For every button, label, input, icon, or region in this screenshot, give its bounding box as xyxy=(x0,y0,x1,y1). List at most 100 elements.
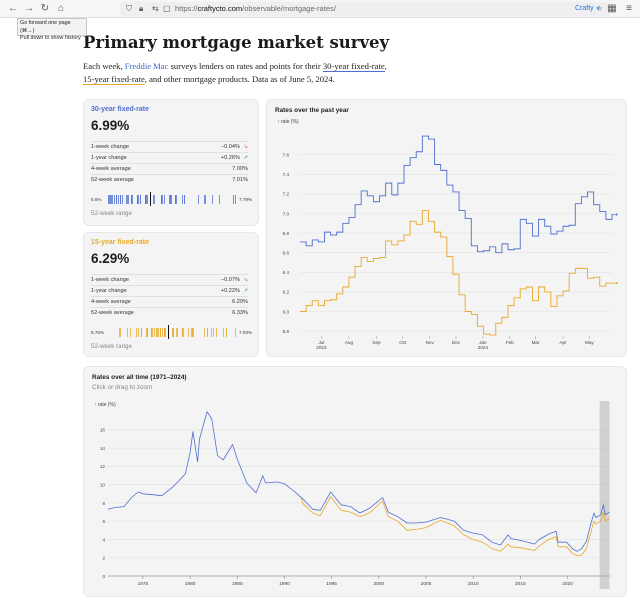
freddie-mac-link[interactable]: Freddie Mac xyxy=(124,61,169,71)
range-tick xyxy=(126,195,128,204)
range-max-label: 7.79% xyxy=(239,197,253,202)
range-tick xyxy=(212,328,214,337)
url-text[interactable]: https://craftycto.com/observable/mortgag… xyxy=(175,2,336,16)
browser-toolbar: ← → ↻ ⌂ ⛉ 🔒︎ ⇆ ▢ https://craftycto.com/o… xyxy=(0,0,640,18)
range-tick xyxy=(130,328,132,337)
card-title: 30-year fixed-rate xyxy=(91,106,149,113)
intro-30-year: 30-year fixed-rate xyxy=(322,61,385,72)
y-axis-label: ↑ rate (%) xyxy=(277,119,299,125)
forward-icon[interactable]: → xyxy=(24,3,34,14)
series-line-30-year xyxy=(300,135,615,254)
series-line-15-year xyxy=(300,210,615,336)
stat-value: −0.04% xyxy=(220,144,240,150)
range-tick xyxy=(111,195,113,204)
x-tick-label: 1990 xyxy=(279,581,290,587)
lock-icon[interactable]: 🔒︎ xyxy=(139,4,144,13)
y-tick-label: 6.2 xyxy=(283,290,290,295)
stat-row: 4-week average 6.29% xyxy=(91,296,248,307)
series-line-15-year xyxy=(300,496,610,557)
range-tick xyxy=(119,195,121,204)
stat-value: 7.01% xyxy=(232,177,248,183)
range-tick xyxy=(215,328,217,337)
intro-paragraph: Each week, Freddie Mac surveys lenders o… xyxy=(83,60,388,85)
x-tick-label: 2010 xyxy=(468,581,479,587)
rate-card-15-year: 15-year fixed-rate 6.29% 1-week change −0… xyxy=(83,232,259,357)
past-year-chart[interactable]: ↑ rate (%) 5.8 6.0 6.2 6.4 6.6 6.8 7.0 7.2 7.4 7.6… xyxy=(267,100,628,358)
x-tick-label: 2005 xyxy=(421,581,432,587)
x-tick-label: Feb xyxy=(506,340,514,345)
stat-row: 1-week change −0.07% ↘ xyxy=(91,274,248,285)
range-max-label: 7.03% xyxy=(239,330,253,335)
y-tick-label: 12 xyxy=(100,464,106,469)
range-tick xyxy=(114,195,116,204)
shield-icon[interactable]: ⛉ xyxy=(126,4,132,13)
chart-subtitle: Click or drag to zoom xyxy=(92,384,153,391)
tracking-icon[interactable]: ⇆ xyxy=(152,4,159,13)
menu-icon[interactable]: ≡ xyxy=(626,3,632,14)
range-tick xyxy=(146,328,148,337)
range-tick xyxy=(232,195,234,204)
extensions-icon[interactable]: ▦ xyxy=(607,3,617,14)
range-tick xyxy=(161,195,163,204)
intro-text-4: , and other mortgage products. Data as o… xyxy=(144,73,335,84)
url-path: /observable/mortgage-rates/ xyxy=(242,4,336,13)
chart-title: Rates over the past year xyxy=(275,107,349,114)
x-tick-label: Mar xyxy=(532,340,540,345)
range-tick xyxy=(204,195,206,204)
all-time-chart[interactable]: ↑ rate (%) 0 2 4 6 8 10 12 14 16 1975 1980 1985 1990 1… xyxy=(84,367,628,598)
y-axis-label: ↑ rate (%) xyxy=(94,402,116,408)
range-tick xyxy=(153,195,155,204)
range-tick xyxy=(160,195,162,204)
zoom-selection xyxy=(599,401,610,589)
page-title: Primary mortgage market survey xyxy=(83,33,390,52)
address-bar[interactable]: ⛉ 🔒︎ ⇆ ▢ https://craftycto.com/observabl… xyxy=(120,2,610,16)
range-tick xyxy=(235,195,236,204)
stat-value: +0.26% xyxy=(220,155,240,161)
range-tick xyxy=(184,195,186,204)
range-tick xyxy=(198,195,200,204)
x-tick-label: Apr xyxy=(559,340,567,345)
range-tick xyxy=(110,195,112,204)
range-tick xyxy=(112,195,114,204)
x-tick-label: May xyxy=(585,340,594,345)
x-tick-label: 2000 xyxy=(373,581,384,587)
tooltip: Go forward one page (⌘→) Pull down to sh… xyxy=(17,18,87,41)
bookmark-icon[interactable]: ☆ xyxy=(596,4,604,13)
range-tick xyxy=(144,195,146,204)
stat-label: 52-week average xyxy=(91,310,134,316)
series-end-point xyxy=(615,213,618,216)
range-tick xyxy=(173,328,175,337)
back-icon[interactable]: ← xyxy=(8,3,18,14)
x-tick-label: 2015 xyxy=(515,581,526,587)
range-tick xyxy=(146,195,148,204)
home-icon[interactable]: ⌂ xyxy=(57,3,65,14)
x-tick-label: Sep xyxy=(372,340,381,345)
stat-row: 4-week average 7.00% xyxy=(91,163,248,174)
stat-label: 1-year change xyxy=(91,155,127,161)
x-tick-label: 1975 xyxy=(138,581,149,587)
y-tick-label: 6.0 xyxy=(283,309,290,314)
y-tick-label: 8 xyxy=(102,501,105,506)
page-icon: ▢ xyxy=(163,4,171,13)
range-tick xyxy=(115,195,117,204)
range-tick xyxy=(169,195,171,204)
range-tick xyxy=(207,328,209,337)
current-rate-marker xyxy=(167,325,170,339)
range-tick xyxy=(154,195,156,204)
x-tick-label-year: 2024 xyxy=(478,345,489,350)
range-tick xyxy=(177,328,179,337)
range-tick xyxy=(160,328,162,337)
range-tick xyxy=(127,195,129,204)
extension-icon[interactable]: ● xyxy=(596,5,601,12)
range-tick xyxy=(162,328,164,337)
range-tick xyxy=(175,195,177,204)
range-tick xyxy=(192,328,194,337)
stat-label: 52-week average xyxy=(91,177,134,183)
extension-label[interactable]: Crafty xyxy=(575,5,594,12)
url-prefix: https:// xyxy=(175,4,198,13)
range-tick xyxy=(119,328,120,337)
reload-icon[interactable]: ↻ xyxy=(40,3,50,14)
range-min-label: 6.6% xyxy=(91,197,102,202)
range-tick xyxy=(108,195,109,204)
range-tick xyxy=(154,328,155,337)
